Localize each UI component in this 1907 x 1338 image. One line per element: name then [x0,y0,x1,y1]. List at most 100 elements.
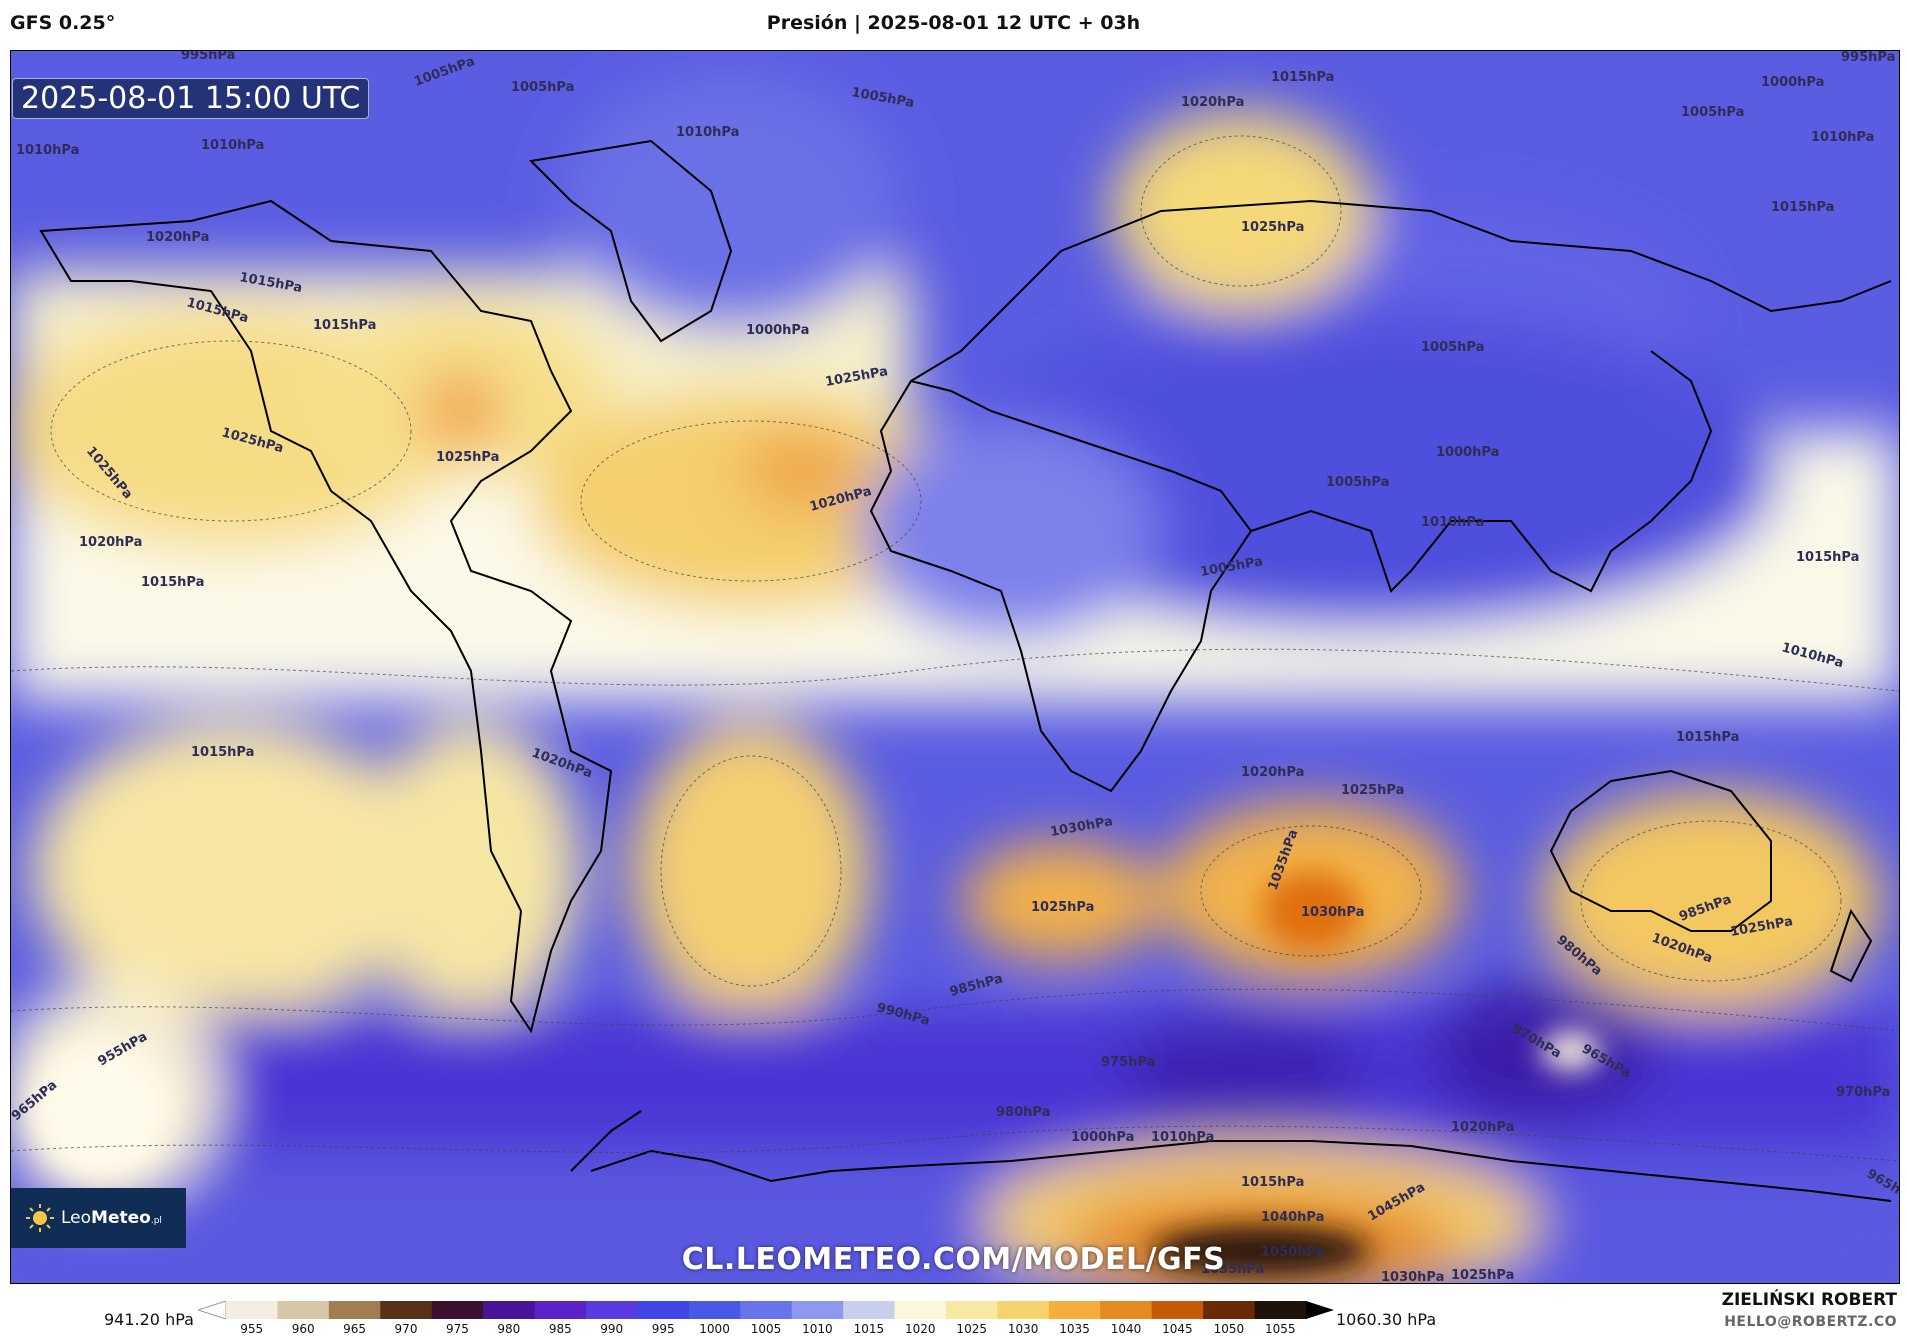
isobar-label: 1015hPa [1241,1175,1304,1190]
colorbar-cell [843,1301,896,1319]
colorbar-cell [791,1301,844,1319]
isobar-label: 995hPa [181,51,235,63]
isobar-label: 1015hPa [141,575,204,590]
isobar-label: 1005hPa [1326,475,1389,490]
colorbar-tick-label: 955 [240,1322,264,1336]
isobar-label: 1000hPa [1071,1130,1134,1145]
isobar-label: 1010hPa [1421,515,1484,530]
colorbar-cell [1254,1301,1307,1319]
isobar-label: 1005hPa [1681,105,1744,120]
isobar-label: 1030hPa [1301,905,1364,920]
isobar-label: 1020hPa [146,230,209,245]
colorbar-tick-label: 1040 [1110,1322,1142,1336]
isobar-label: 1020hPa [79,535,142,550]
author-email[interactable]: HELLO@ROBERTZ.CO [1724,1314,1897,1330]
isobar-label: 1025hPa [1341,783,1404,798]
colorbar-cell [1151,1301,1204,1319]
isobar-label: 1020hPa [1451,1120,1514,1135]
isobar-label: 1040hPa [1261,1210,1324,1225]
isobar-label: 1015hPa [1271,70,1334,85]
isobar-label: 1015hPa [191,745,254,760]
isobar-label: 1015hPa [1676,730,1739,745]
chart-title: Presión | 2025-08-01 12 UTC + 03h [766,12,1141,34]
colorbar-tick-label: 980 [497,1322,521,1336]
colorbar-tick-label: 1010 [802,1322,833,1336]
isobar-label: 995hPa [1841,51,1895,65]
isobar-labels: 995hPa 1005hPa 1005hPa 1005hPa 1015hPa 1… [11,51,1899,1283]
colorbar-tick-label: 1050 [1213,1322,1245,1336]
isobar-label: 1030hPa [1381,1270,1444,1283]
isobar-label: 1005hPa [511,80,574,95]
author-name: ZIELIŃSKI ROBERT [1721,1290,1897,1310]
isobar-label: 980hPa [996,1105,1050,1120]
colorbar-cell [586,1301,638,1319]
isobar-label: 1025hPa [1241,220,1304,235]
colorbar-cell [328,1301,381,1319]
isobar-label: 1000hPa [1761,75,1824,90]
isobar-label: 1025hPa [1451,1268,1514,1283]
isobar-label: 1025hPa [1031,900,1094,915]
colorbar-tick-label: 1005 [750,1322,782,1336]
leometeo-logo[interactable]: LeoMeteo.pl [11,1188,186,1248]
sun-icon [26,1204,54,1232]
isobar-label: 975hPa [1101,1055,1155,1070]
colorbar-tick-label: 995 [651,1322,675,1336]
isobar-label: 1010hPa [676,125,739,140]
isobar-label: 1005hPa [1421,340,1484,355]
colorbar-cell [380,1301,433,1319]
colorbar-cell [894,1301,947,1319]
colorbar-tick-label: 1055 [1265,1322,1296,1336]
colorbar-tick-label: 1030 [1007,1322,1039,1336]
colorbar-cell [637,1301,690,1319]
isobar-label: 1015hPa [313,318,376,333]
colorbar-min-label: 941.20 hPa [104,1310,194,1329]
colorbar-tick-label: 960 [291,1322,315,1336]
isobar-label: 970hPa [1836,1085,1890,1100]
isobars [11,135,1899,1162]
colorbar-max-arrow [1306,1301,1334,1319]
colorbar-tick-label: 1020 [905,1322,936,1336]
colorbar-tick-label: 1000 [699,1322,730,1336]
colorbar-cell [688,1301,741,1319]
pressure-field: 995hPa 1005hPa 1005hPa 1005hPa 1015hPa 1… [11,51,1899,1283]
isobar-label: 1020hPa [1241,765,1304,780]
coastlines [39,139,1892,1202]
isobar-label: 1035hPa [1201,1262,1264,1277]
colorbar-cell [946,1301,998,1319]
colorbar-cell [431,1301,484,1319]
colorbar-tick-label: 975 [445,1322,469,1336]
source-watermark: CL.LEOMETEO.COM/MODEL/GFS [681,1242,1226,1277]
colorbar-cell [1203,1301,1256,1319]
colorbar-tick-label: 1035 [1059,1322,1090,1336]
colorbar-tick-label: 970 [394,1322,418,1336]
colorbar-cell [534,1301,587,1319]
colorbar [198,1301,1334,1319]
colorbar-tick-label: 985 [548,1322,572,1336]
logo-text: LeoMeteo.pl [61,1208,162,1228]
pressure-map[interactable]: 995hPa 1005hPa 1005hPa 1005hPa 1015hPa 1… [10,50,1900,1284]
isobar-label: 1015hPa [1796,550,1859,565]
isobar-label: 1010hPa [16,143,79,158]
valid-time-label: 2025-08-01 15:00 UTC [12,78,370,119]
isobar-label: 1025hPa [436,450,499,465]
isobar-label: 1010hPa [1811,130,1874,145]
isobar-label: 1000hPa [1436,445,1499,460]
colorbar-tick-label: 1015 [853,1322,885,1336]
colorbar-min-arrow [198,1301,227,1319]
isobar-label: 1015hPa [1771,200,1834,215]
colorbar-cell [1100,1301,1153,1319]
colorbar-cell [277,1301,330,1319]
colorbar-cell [226,1301,278,1319]
isobar-label: 1010hPa [201,138,264,153]
colorbar-tick-label: 990 [600,1322,624,1336]
isobar-label: 1010hPa [1151,1130,1214,1145]
model-label: GFS 0.25° [10,12,116,34]
colorbar-cell [740,1301,793,1319]
colorbar-cell [483,1301,536,1319]
colorbar-tick-label: 1025 [956,1322,987,1336]
colorbar-cell [997,1301,1050,1319]
isobar-label: 1050hPa [1261,1245,1324,1260]
isobar-label: 1000hPa [746,323,809,338]
isobar-label: 1020hPa [1181,95,1244,110]
colorbar-cell [1048,1301,1101,1319]
